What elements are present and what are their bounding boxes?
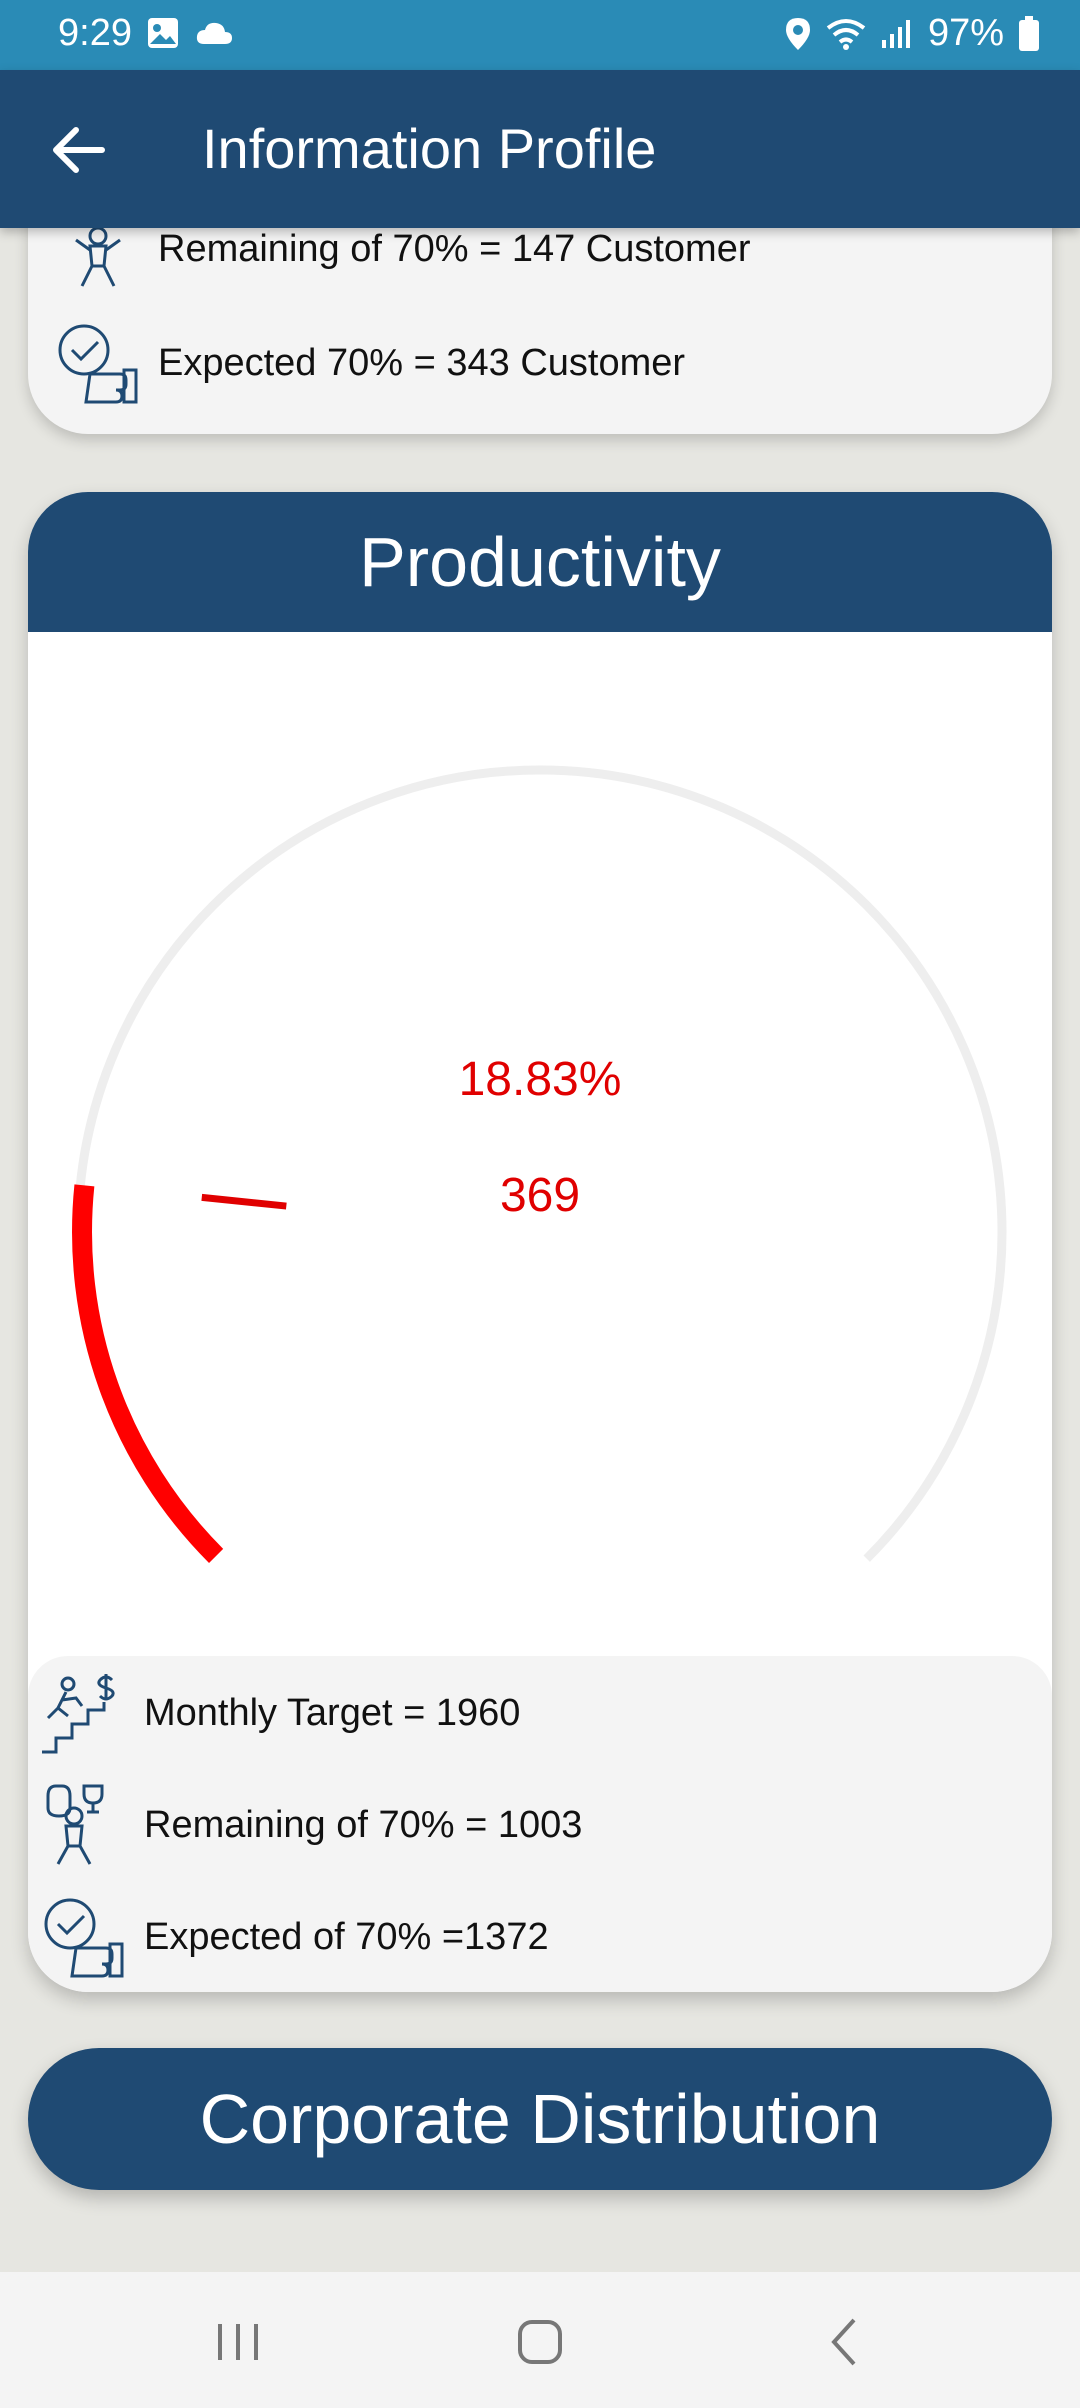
remaining-target-text: Remaining of 70% = 1003 — [144, 1803, 583, 1846]
gauge-needle — [201, 1193, 287, 1210]
productivity-card: Productivity 18.83% 369 Monthly Target =… — [28, 492, 1052, 1992]
gallery-icon — [148, 18, 178, 48]
status-time: 9:29 — [58, 12, 132, 54]
thumbs-up-check-icon — [44, 1898, 124, 1978]
back-icon[interactable] — [816, 2312, 876, 2372]
gauge-value-label: 369 — [499, 1169, 581, 1222]
status-left-icons — [146, 16, 234, 50]
productivity-stats: Monthly Target = 1960 Remaining of 70% =… — [28, 1656, 1052, 1992]
gauge-percent-label: 18.83% — [458, 1053, 622, 1106]
battery-percent: 97% — [927, 12, 1004, 54]
list-item: Expected 70% = 343 Customer — [54, 320, 685, 406]
productivity-gauge — [72, 765, 1007, 1563]
corporate-distribution-button[interactable]: Corporate Distribution — [28, 2048, 1052, 2190]
home-icon[interactable] — [510, 2312, 570, 2372]
page-title: Information Profile — [202, 117, 657, 180]
stairs-goal-icon — [42, 1674, 115, 1754]
arrow-left-icon[interactable] — [50, 120, 110, 180]
customer-summary-card: Remaining of 70% = 147 Customer Expected… — [28, 180, 1052, 434]
productivity-title: Productivity — [28, 492, 1052, 632]
expected-target-text: Expected of 70% =1372 — [144, 1915, 549, 1958]
thumbs-up-check-icon — [58, 324, 138, 404]
system-nav-bar — [0, 2272, 1080, 2408]
list-item: Monthly Target = 1960 — [40, 1670, 520, 1756]
battery-icon — [1019, 15, 1039, 51]
status-bar: 9:29 97% — [0, 0, 1080, 70]
gauge-track — [73, 765, 1007, 1562]
expected-customers-text: Expected 70% = 343 Customer — [158, 341, 686, 384]
location-icon — [785, 17, 810, 50]
money-trophy-icon — [46, 1784, 104, 1865]
wifi-icon — [826, 18, 866, 50]
gauge-progress — [72, 1184, 224, 1563]
status-right: 97% — [784, 12, 1040, 55]
remaining-customers-text: Remaining of 70% = 147 Customer — [158, 227, 751, 270]
app-bar: Information Profile — [0, 70, 1080, 228]
list-item: Remaining of 70% = 1003 — [40, 1782, 582, 1868]
cloud-icon — [196, 22, 232, 44]
list-item: Expected of 70% =1372 — [40, 1894, 549, 1980]
recent-apps-icon[interactable] — [208, 2312, 268, 2372]
monthly-target-text: Monthly Target = 1960 — [144, 1691, 521, 1734]
signal-icon — [881, 19, 910, 48]
